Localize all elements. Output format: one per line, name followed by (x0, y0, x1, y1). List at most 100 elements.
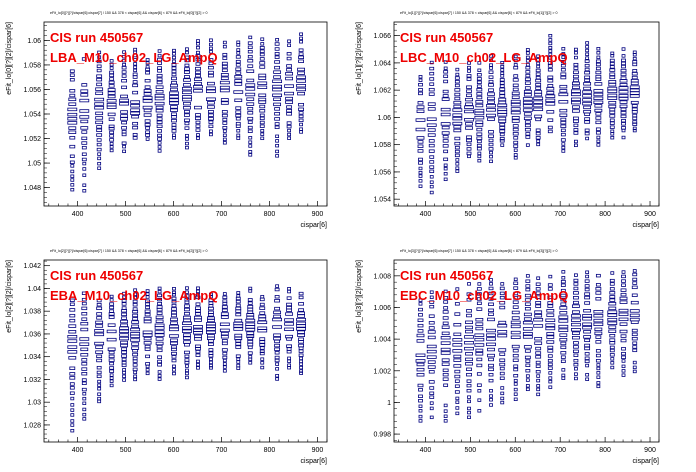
data-point (429, 169, 435, 173)
data-point (193, 89, 203, 93)
data-point (183, 83, 191, 87)
data-point (194, 315, 202, 320)
data-point (171, 72, 177, 77)
data-point (476, 92, 483, 96)
data-point (286, 64, 293, 68)
data-point (184, 118, 190, 122)
data-point (443, 419, 448, 423)
data-point (489, 58, 493, 62)
data-point (296, 75, 306, 79)
data-point (454, 369, 461, 374)
y-tick-label: 1.064 (373, 60, 391, 67)
data-point (620, 111, 627, 115)
data-point (488, 134, 494, 138)
data-point (547, 283, 553, 287)
data-point (546, 335, 555, 339)
data-point (476, 292, 482, 296)
data-point (122, 295, 127, 299)
data-point (455, 406, 460, 410)
data-point (109, 383, 114, 388)
data-point (477, 68, 482, 72)
data-point (169, 324, 179, 329)
data-point (536, 64, 541, 69)
data-point (428, 87, 435, 92)
plot-title: eFit_lo[0][?][?]/cispar[6]:cispar[7] / 1… (50, 11, 208, 15)
data-point (96, 128, 103, 132)
data-point (275, 284, 280, 288)
data-point (546, 91, 555, 95)
data-point (133, 288, 138, 292)
data-point (220, 335, 229, 339)
data-point (182, 326, 192, 330)
data-point (499, 301, 506, 305)
data-point (621, 359, 626, 363)
data-point (524, 302, 531, 306)
data-point (274, 343, 281, 348)
x-axis-title: cispar[6] (633, 458, 660, 465)
data-point (574, 51, 578, 55)
data-point (476, 136, 483, 140)
data-point (609, 125, 615, 129)
data-point (596, 375, 601, 379)
data-point (81, 297, 87, 302)
data-point (454, 79, 460, 84)
data-point (573, 128, 579, 132)
data-point (584, 338, 591, 343)
data-point (157, 61, 162, 65)
data-point (525, 279, 531, 283)
data-point (513, 54, 518, 59)
data-point (416, 339, 425, 343)
data-point (467, 282, 471, 286)
data-point (486, 342, 496, 347)
data-point (418, 307, 423, 312)
data-point (82, 161, 87, 166)
data-point (523, 312, 532, 317)
data-point (511, 310, 520, 315)
data-point (234, 318, 243, 323)
data-point (272, 79, 283, 83)
data-point (120, 94, 129, 99)
data-point (298, 295, 304, 300)
data-point (500, 143, 505, 147)
data-point (467, 399, 471, 404)
data-point (96, 358, 103, 363)
data-point (573, 282, 579, 286)
data-point (522, 335, 533, 339)
data-point (272, 325, 283, 329)
data-point (418, 82, 423, 87)
data-point (632, 69, 638, 73)
data-point (234, 82, 243, 86)
data-point (584, 131, 590, 136)
data-point (273, 75, 282, 79)
data-point (561, 270, 566, 274)
data-point (235, 121, 241, 126)
data-point (524, 293, 531, 298)
data-point (182, 90, 192, 95)
data-point (195, 124, 201, 128)
data-point (94, 102, 105, 106)
data-point (466, 372, 472, 377)
data-point (535, 86, 542, 90)
data-point (121, 130, 127, 134)
data-point (221, 61, 228, 66)
data-point (546, 332, 555, 336)
data-point (476, 95, 483, 100)
data-point (121, 350, 128, 354)
y-tick-label: 1.06 (27, 38, 41, 45)
data-point (221, 305, 228, 309)
data-point (274, 60, 281, 64)
data-point (536, 139, 541, 143)
data-point (511, 95, 520, 99)
data-point (440, 336, 451, 340)
data-point (220, 73, 229, 77)
data-point (184, 70, 190, 74)
data-series (415, 269, 640, 423)
x-tick-label: 400 (420, 447, 432, 454)
data-point (454, 312, 461, 316)
data-point (512, 78, 519, 82)
data-point (157, 301, 162, 306)
data-point (499, 291, 505, 296)
data-point (133, 62, 138, 66)
data-point (429, 180, 434, 184)
